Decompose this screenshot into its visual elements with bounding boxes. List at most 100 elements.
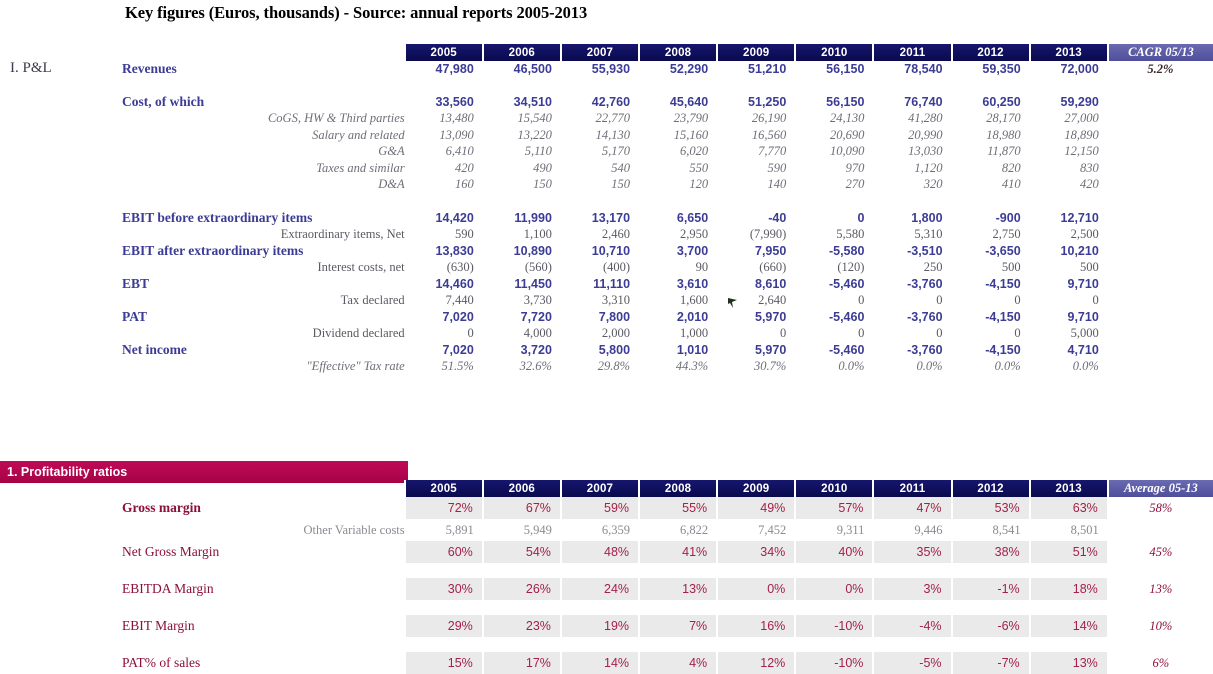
pl-row-label: Salary and related — [312, 127, 405, 142]
pl-cell: 0 — [1092, 292, 1099, 307]
ratio-header-year-2013[interactable]: 2013 — [1028, 480, 1109, 497]
pl-header-summary[interactable]: CAGR 05/13 — [1107, 44, 1213, 61]
pl-cell: 820 — [1001, 160, 1021, 175]
ratio-cell: 8,541 — [992, 522, 1021, 537]
pl-header-year-2010[interactable]: 2010 — [794, 44, 875, 61]
pl-header-year-2006[interactable]: 2006 — [481, 44, 562, 61]
pl-header-row: 2005 2006 2007 2008 2009 2010 2011 2012 2013 CAGR… — [0, 44, 1213, 61]
ratio-cell: 29% — [403, 615, 484, 637]
pl-row: Interest costs, net (630) (560) (400) 90 (660… — [0, 259, 1213, 276]
pl-header-year-2007[interactable]: 2007 — [559, 44, 641, 61]
ratio-cell: 63% — [1028, 497, 1109, 519]
ratio-row: Gross margin 72% 67% 59% 55% 49% 57% 47% 53% 63% 5… — [0, 497, 1213, 519]
pl-header-year-2012[interactable]: 2012 — [950, 44, 1031, 61]
pl-row: Revenues 47,980 46,500 55,930 52,290 51,210 56… — [0, 61, 1213, 78]
pl-cell: 23,790 — [673, 111, 709, 126]
pl-cagr-cell — [1108, 144, 1213, 161]
pl-cell: 4,000 — [523, 325, 552, 340]
pl-cagr-cell — [1108, 160, 1213, 177]
pl-spacer-row — [0, 193, 1213, 210]
pl-cell: 6,650 — [676, 210, 709, 225]
pl-cell: 60,250 — [982, 95, 1021, 110]
ratio-cell: 72% — [403, 497, 484, 519]
pl-cell: 34,510 — [513, 95, 552, 110]
ratio-cell: 38% — [950, 541, 1031, 563]
ratio-header-year-2012[interactable]: 2012 — [950, 480, 1031, 497]
ratio-cell: 18% — [1028, 578, 1109, 600]
pl-cell: 16,560 — [751, 127, 787, 142]
pl-cell: 42,760 — [591, 95, 631, 110]
pl-cell: 2,460 — [601, 226, 631, 241]
ratio-header-year-2011[interactable]: 2011 — [872, 480, 953, 497]
ratio-header-year-2007[interactable]: 2007 — [559, 480, 641, 497]
pl-cell: 160 — [455, 177, 474, 192]
pl-cell: 7,770 — [758, 144, 787, 159]
pl-row: G&A 6,410 5,110 5,170 6,020 7,770 10,090 13,030… — [0, 144, 1213, 161]
pl-row-label: PAT — [122, 308, 147, 324]
ratio-average-cell — [1108, 519, 1213, 541]
ratio-average-cell: 6% — [1152, 655, 1170, 670]
pl-cell: -3,760 — [907, 309, 943, 324]
spacer-cell — [0, 193, 1213, 210]
pl-cell: -5,460 — [828, 342, 865, 357]
spacer-cell — [0, 563, 1213, 578]
profitability-ratios-table: 2005 2006 2007 2008 2009 2010 2011 2012 2013 Aver… — [0, 480, 1213, 674]
ratio-spacer-row — [0, 600, 1213, 615]
pl-header-year-2009[interactable]: 2009 — [716, 44, 797, 61]
pl-cell: 3,700 — [676, 243, 709, 258]
pl-cell: 0.0% — [1072, 358, 1099, 373]
ratio-cell: 9,311 — [836, 522, 865, 537]
pl-cagr-cell — [1108, 358, 1213, 375]
ratio-cell: 49% — [716, 497, 797, 519]
ratio-row: Other Variable costs 5,891 5,949 6,359 6,822… — [0, 519, 1213, 541]
pl-cell: 5,970 — [755, 309, 787, 324]
pl-header-year-2013[interactable]: 2013 — [1028, 44, 1109, 61]
pl-cell: 5,310 — [914, 226, 943, 241]
ratio-header-year-2009[interactable]: 2009 — [716, 480, 797, 497]
spacer-cell — [0, 78, 1213, 95]
pl-cell: 4,710 — [1067, 342, 1099, 357]
ratio-cell: 59% — [559, 497, 641, 519]
pl-header-year-2008[interactable]: 2008 — [638, 44, 719, 61]
pl-header-year-2005[interactable]: 2005 — [403, 44, 484, 61]
ratio-header-summary[interactable]: Average 05-13 — [1107, 480, 1213, 497]
ratio-header-year-2010[interactable]: 2010 — [794, 480, 875, 497]
pl-cagr-cell — [1108, 309, 1213, 326]
ratio-header-year-2006[interactable]: 2006 — [481, 480, 562, 497]
pl-cell: 29.8% — [597, 358, 631, 373]
pl-row-label: D&A — [378, 177, 405, 192]
ratio-cell: -1% — [950, 578, 1031, 600]
pl-row: Tax declared 7,440 3,730 3,310 1,600 2,640 0 0 0… — [0, 292, 1213, 309]
pl-cell: 41,280 — [908, 111, 943, 126]
ratio-header-year-2008[interactable]: 2008 — [638, 480, 719, 497]
ratio-cell: -6% — [950, 615, 1031, 637]
pl-cell: 46,500 — [513, 62, 552, 77]
ratio-average-cell: 10% — [1149, 618, 1173, 633]
pl-cell: 13,480 — [439, 111, 474, 126]
pl-cagr-cell — [1108, 127, 1213, 144]
pl-cell: 10,890 — [513, 243, 552, 258]
pl-cell: 6,410 — [445, 144, 474, 159]
pl-row: Salary and related 13,090 13,220 14,130 15,1… — [0, 127, 1213, 144]
ratio-cell: -7% — [950, 652, 1031, 674]
pl-header-year-2011[interactable]: 2011 — [872, 44, 953, 61]
pl-row: CoGS, HW & Third parties 13,480 15,540 22,7… — [0, 111, 1213, 128]
ratio-header-year-2005[interactable]: 2005 — [403, 480, 484, 497]
ratio-cell: -10% — [794, 615, 875, 637]
pl-cell: 12,710 — [1060, 210, 1099, 225]
pl-cell: (120) — [837, 259, 865, 274]
pl-cell: 0 — [780, 325, 787, 340]
pl-cell: (400) — [602, 259, 631, 274]
pl-cell: 0 — [936, 292, 943, 307]
pl-row: Extraordinary items, Net 590 1,100 2,460 2,9… — [0, 226, 1213, 243]
pl-cell: 11,450 — [514, 276, 552, 291]
pl-cell: 3,310 — [601, 292, 631, 307]
pl-cell: 13,170 — [591, 210, 631, 225]
page-title: Key figures (Euros, thousands) - Source:… — [125, 3, 588, 22]
pl-cell: 2,750 — [992, 226, 1021, 241]
pl-row: Net income 7,020 3,720 5,800 1,010 5,970 -5,46… — [0, 342, 1213, 359]
pl-cell: 9,710 — [1067, 309, 1099, 324]
pl-cell: 32.6% — [519, 358, 552, 373]
pl-cell: 1,000 — [680, 325, 709, 340]
pl-cell: 59,350 — [982, 62, 1021, 77]
